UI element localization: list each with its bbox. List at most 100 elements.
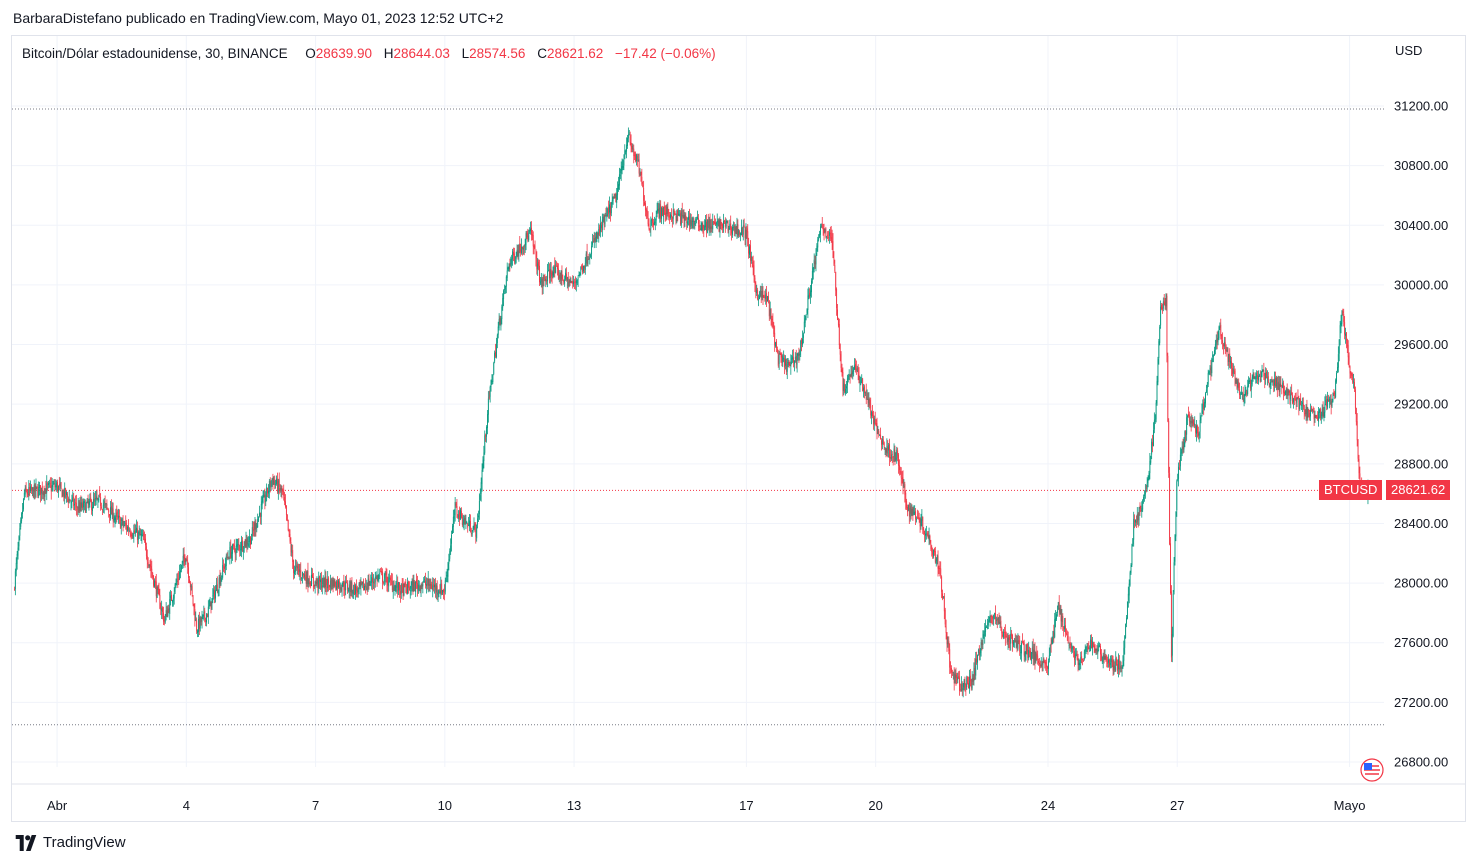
candle-body [731,227,733,234]
candle-body [1130,564,1132,573]
candle-body [877,429,879,435]
candle-body [991,616,993,619]
candle-body [1234,370,1236,386]
candle-body [1283,383,1285,393]
candle-body [778,354,780,364]
candle-body [1174,535,1176,562]
y-tick-label: 27200.00 [1394,695,1448,710]
candle-body [268,480,270,493]
candle-body [1188,414,1189,417]
candle-body [1053,632,1055,636]
candle-body [621,166,623,171]
candle-body [298,569,300,572]
candle-body [127,526,128,531]
candle-body [173,593,175,599]
candle-body [306,571,308,584]
candle-body [776,349,778,353]
candle-body [155,581,157,597]
candle-body [707,219,709,228]
candle-body [1239,389,1241,395]
candle-body [1116,658,1118,665]
candle-body [671,214,672,217]
candle-body [550,269,552,275]
candle-body [618,184,619,190]
candle-body [406,587,408,594]
candle-body [425,583,427,587]
candle-body [296,565,298,568]
candle-body [595,236,597,243]
candle-body [504,285,506,290]
candle-body [495,352,496,357]
candle-body [404,582,406,585]
y-tick-label: 26800.00 [1394,755,1448,770]
candle-body [1014,638,1016,643]
candle-body [1124,636,1126,648]
candle-body [1099,645,1101,647]
candle-body [982,634,984,646]
candle-body [675,216,677,222]
candle-body [1250,385,1252,390]
candle-body [1184,431,1186,444]
candle-body [1107,661,1109,664]
candle-body [714,221,715,224]
candle-body [63,490,65,498]
candle-body [1051,639,1053,645]
us-flag-icon[interactable] [1360,758,1384,782]
candle-body [48,482,50,486]
candle-body [1012,641,1014,646]
candle-body [568,281,570,287]
candle-body [126,524,128,530]
candle-body [110,505,112,515]
candle-body [1161,307,1163,310]
candle-body [713,221,715,223]
candle-body [68,498,70,503]
candle-body [951,671,953,673]
candle-body [266,487,268,498]
candle-body [1109,662,1111,665]
candle-body [1165,294,1167,307]
candle-body [1301,404,1302,406]
candle-body [452,516,454,528]
candle-body [662,207,664,218]
candle-body [419,585,421,591]
candle-body [667,208,669,215]
currency-label[interactable]: USD [1395,43,1423,58]
candle-body [937,555,939,569]
candle-body [523,246,525,248]
candle-body [1314,414,1316,419]
candle-body [329,580,331,588]
candle-body [1152,442,1153,446]
candle-body [1160,306,1162,326]
candle-body [515,256,517,260]
candle-body [376,575,378,581]
candle-body [1087,646,1089,649]
candle-body [936,557,938,561]
candle-body [370,581,372,583]
candle-body [1011,633,1013,636]
candle-body [895,457,897,460]
candle-body [978,649,980,656]
candle-body [578,274,580,276]
candle-body [558,276,560,278]
candle-body [41,486,43,494]
candle-body [1115,658,1117,671]
candle-body [107,507,109,510]
candle-body [1149,460,1151,474]
candle-body [45,488,47,494]
candle-body [580,266,582,272]
candle-body [679,213,681,225]
candle-body [172,597,174,602]
candle-body [64,487,66,498]
x-tick-label: 7 [312,798,319,813]
candle-body [944,609,946,625]
candle-body [1035,653,1037,662]
candle-body [854,365,856,370]
candle-body [373,582,375,584]
candle-body [271,478,273,481]
candle-body [513,253,515,261]
candle-body [1154,419,1156,422]
candle-body [808,294,810,298]
candle-body [693,219,695,226]
chart-frame[interactable] [11,35,1466,822]
